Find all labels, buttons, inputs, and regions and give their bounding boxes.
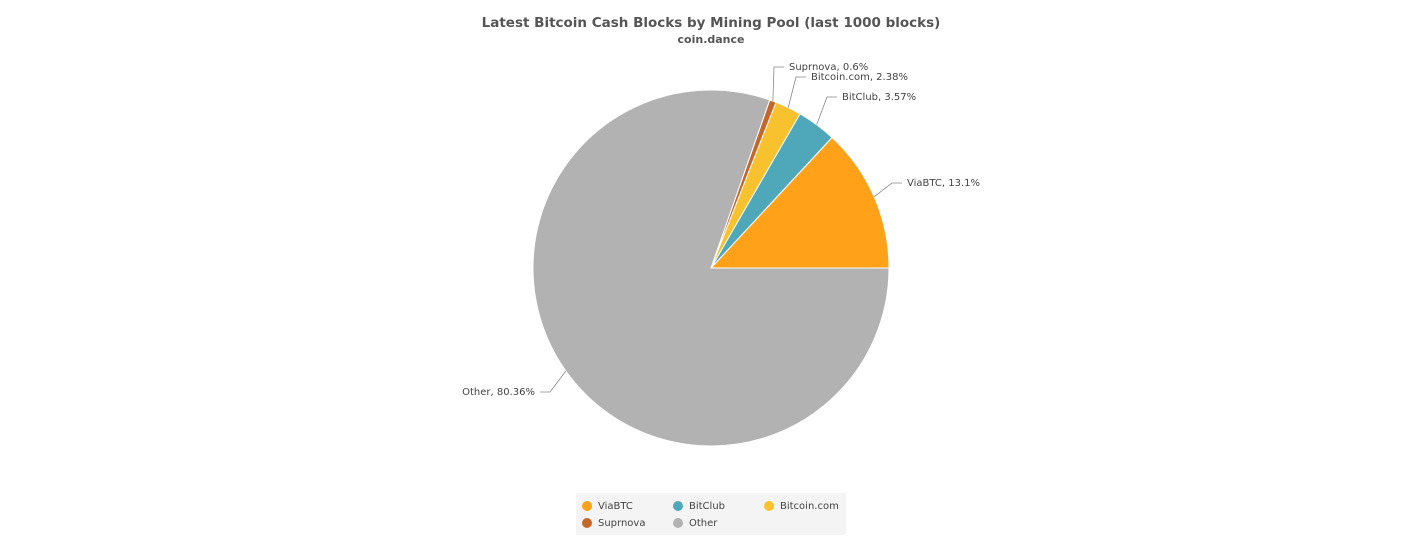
leader-line (772, 66, 784, 102)
chart-subtitle: coin.dance (678, 33, 745, 46)
data-label: ViaBTC, 13.1% (907, 178, 980, 189)
data-label: Other, 80.36% (462, 387, 535, 398)
leader-line (873, 182, 902, 198)
legend-box (576, 493, 846, 535)
legend-label: ViaBTC (598, 501, 633, 512)
data-label: BitClub, 3.57% (842, 92, 916, 103)
legend-icon (582, 501, 592, 511)
pie-slice (709, 136, 890, 269)
legend-label: BitClub (689, 501, 725, 512)
legend-icon (673, 518, 683, 528)
chart-title: Latest Bitcoin Cash Blocks by Mining Poo… (482, 15, 941, 31)
leader-line (787, 76, 806, 108)
legend-icon (764, 501, 774, 511)
pie-slice (532, 89, 890, 447)
legend-icon (673, 501, 683, 511)
leader-line (816, 96, 837, 125)
legend-label: Bitcoin.com (780, 501, 839, 512)
legend-label: Other (689, 518, 718, 529)
data-label: Suprnova, 0.6% (789, 62, 868, 73)
data-label: Bitcoin.com, 2.38% (811, 72, 908, 83)
legend-icon (582, 518, 592, 528)
legend-label: Suprnova (598, 518, 645, 529)
leader-line (540, 370, 567, 393)
